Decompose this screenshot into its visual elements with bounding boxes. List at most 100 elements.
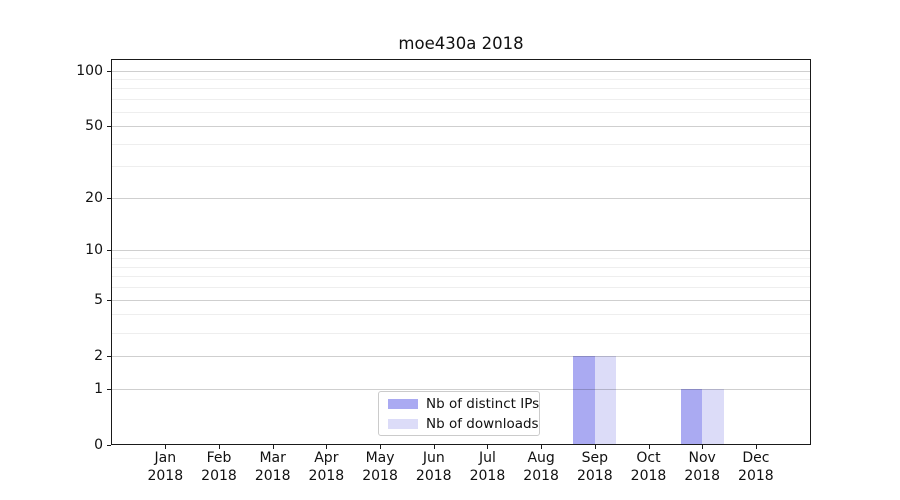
gridline-major bbox=[112, 250, 810, 252]
plot-spine-right bbox=[810, 60, 811, 445]
legend-swatch-downloads bbox=[388, 418, 418, 429]
y-tick-mark bbox=[107, 445, 111, 446]
x-tick-label-jan-2018: Jan 2018 bbox=[133, 450, 197, 485]
x-tick-month: Feb bbox=[206, 450, 232, 466]
gridline-minor bbox=[112, 287, 810, 289]
legend-label-distinct-ips: Nb of distinct IPs bbox=[426, 395, 540, 412]
x-tick-month: Jan bbox=[154, 450, 177, 466]
plot-area bbox=[112, 60, 810, 445]
y-tick-label: 20 bbox=[85, 190, 103, 206]
x-tick-label-mar-2018: Mar 2018 bbox=[241, 450, 305, 485]
x-tick-month: Dec bbox=[742, 450, 770, 466]
x-tick-year: 2018 bbox=[684, 467, 720, 484]
x-tick-mark bbox=[272, 445, 274, 449]
gridline-major bbox=[112, 299, 810, 301]
y-tick-mark bbox=[107, 355, 111, 357]
x-tick-label-dec-2018: Dec 2018 bbox=[724, 450, 788, 485]
x-tick-month: Aug bbox=[527, 450, 555, 466]
x-tick-label-nov-2018: Nov 2018 bbox=[670, 450, 734, 485]
x-tick-year: 2018 bbox=[738, 467, 774, 484]
y-tick-mark bbox=[107, 198, 111, 199]
x-tick-month: Oct bbox=[636, 450, 661, 466]
x-tick-label-may-2018: May 2018 bbox=[348, 450, 412, 485]
x-tick-year: 2018 bbox=[415, 467, 452, 484]
y-tick-label: 2 bbox=[94, 347, 103, 364]
x-tick-label-jul-2018: Jul 2018 bbox=[455, 450, 519, 485]
gridline-minor bbox=[112, 276, 810, 278]
x-tick-label-sep-2018: Sep 2018 bbox=[563, 450, 627, 485]
x-tick-year: 2018 bbox=[362, 467, 398, 484]
gridline-major bbox=[112, 355, 810, 357]
legend: Nb of distinct IPs Nb of downloads bbox=[378, 391, 540, 436]
y-tick-label: 50 bbox=[85, 118, 103, 135]
x-tick-year: 2018 bbox=[630, 467, 667, 484]
x-tick-year: 2018 bbox=[576, 467, 613, 484]
x-tick-mark bbox=[326, 445, 328, 449]
y-tick-label: 1 bbox=[94, 380, 103, 397]
x-tick-label-oct-2018: Oct 2018 bbox=[617, 450, 681, 485]
x-tick-mark bbox=[648, 445, 650, 449]
y-tick-label: 10 bbox=[85, 242, 103, 259]
y-tick-label: 100 bbox=[76, 62, 103, 79]
gridline-major bbox=[112, 126, 810, 128]
y-tick-mark bbox=[107, 388, 111, 390]
x-tick-year: 2018 bbox=[469, 467, 506, 484]
gridline-minor bbox=[112, 111, 810, 113]
legend-swatch-distinct-ips bbox=[388, 398, 418, 409]
y-tick-mark bbox=[107, 250, 111, 252]
y-tick-mark bbox=[107, 126, 111, 128]
x-tick-mark bbox=[218, 445, 220, 449]
x-tick-month: Jun bbox=[422, 450, 445, 466]
x-tick-mark bbox=[755, 445, 757, 449]
gridline-major bbox=[112, 70, 810, 72]
x-tick-mark bbox=[165, 445, 167, 449]
x-tick-label-apr-2018: Apr 2018 bbox=[294, 450, 358, 485]
x-tick-mark bbox=[594, 445, 596, 449]
x-tick-month: Apr bbox=[314, 450, 339, 466]
y-tick-label: 0 bbox=[94, 437, 103, 453]
plot-spine-bottom bbox=[111, 444, 811, 445]
y-tick-mark bbox=[107, 299, 111, 301]
gridline-minor bbox=[112, 332, 810, 334]
chart-title: moe430a 2018 bbox=[398, 34, 524, 53]
gridline-minor bbox=[112, 99, 810, 101]
x-tick-year: 2018 bbox=[201, 467, 237, 484]
plot-spine-left bbox=[111, 60, 112, 445]
bar-nb-of-downloads-sep-2018 bbox=[594, 355, 617, 445]
bar-nb-of-downloads-nov-2018 bbox=[702, 388, 724, 445]
plot-spine-top bbox=[111, 59, 811, 60]
x-tick-month: Sep bbox=[581, 450, 608, 466]
x-tick-month: Mar bbox=[259, 450, 286, 466]
gridline-minor bbox=[112, 258, 810, 260]
bar-nb-of-distinct-ips-nov-2018 bbox=[680, 388, 703, 445]
x-tick-label-aug-2018: Aug 2018 bbox=[509, 450, 573, 485]
gridline-minor bbox=[112, 88, 810, 90]
gridline-minor bbox=[112, 79, 810, 81]
x-tick-label-jun-2018: Jun 2018 bbox=[402, 450, 466, 485]
x-tick-month: Jul bbox=[478, 450, 496, 466]
x-tick-mark bbox=[380, 445, 382, 449]
x-tick-month: May bbox=[365, 450, 395, 466]
gridline-minor bbox=[112, 166, 810, 168]
gridline-major bbox=[112, 198, 810, 199]
legend-label-downloads: Nb of downloads bbox=[426, 415, 539, 432]
y-tick-mark bbox=[107, 70, 111, 72]
gridline-minor bbox=[112, 314, 810, 316]
x-tick-mark bbox=[433, 445, 435, 449]
x-tick-year: 2018 bbox=[147, 467, 184, 484]
x-tick-mark bbox=[702, 445, 704, 449]
x-tick-month: Nov bbox=[688, 450, 716, 466]
y-tick-label: 5 bbox=[94, 291, 103, 308]
legend-row-distinct-ips: Nb of distinct IPs bbox=[388, 396, 539, 412]
gridline-minor bbox=[112, 266, 810, 268]
x-tick-year: 2018 bbox=[523, 467, 559, 484]
gridline-major bbox=[112, 388, 810, 390]
x-tick-year: 2018 bbox=[308, 467, 345, 484]
x-tick-year: 2018 bbox=[254, 467, 291, 484]
gridline-minor bbox=[112, 143, 810, 145]
bar-nb-of-distinct-ips-sep-2018 bbox=[573, 355, 595, 445]
x-tick-label-feb-2018: Feb 2018 bbox=[187, 450, 251, 485]
x-tick-mark bbox=[487, 445, 489, 449]
legend-row-downloads: Nb of downloads bbox=[388, 416, 539, 432]
